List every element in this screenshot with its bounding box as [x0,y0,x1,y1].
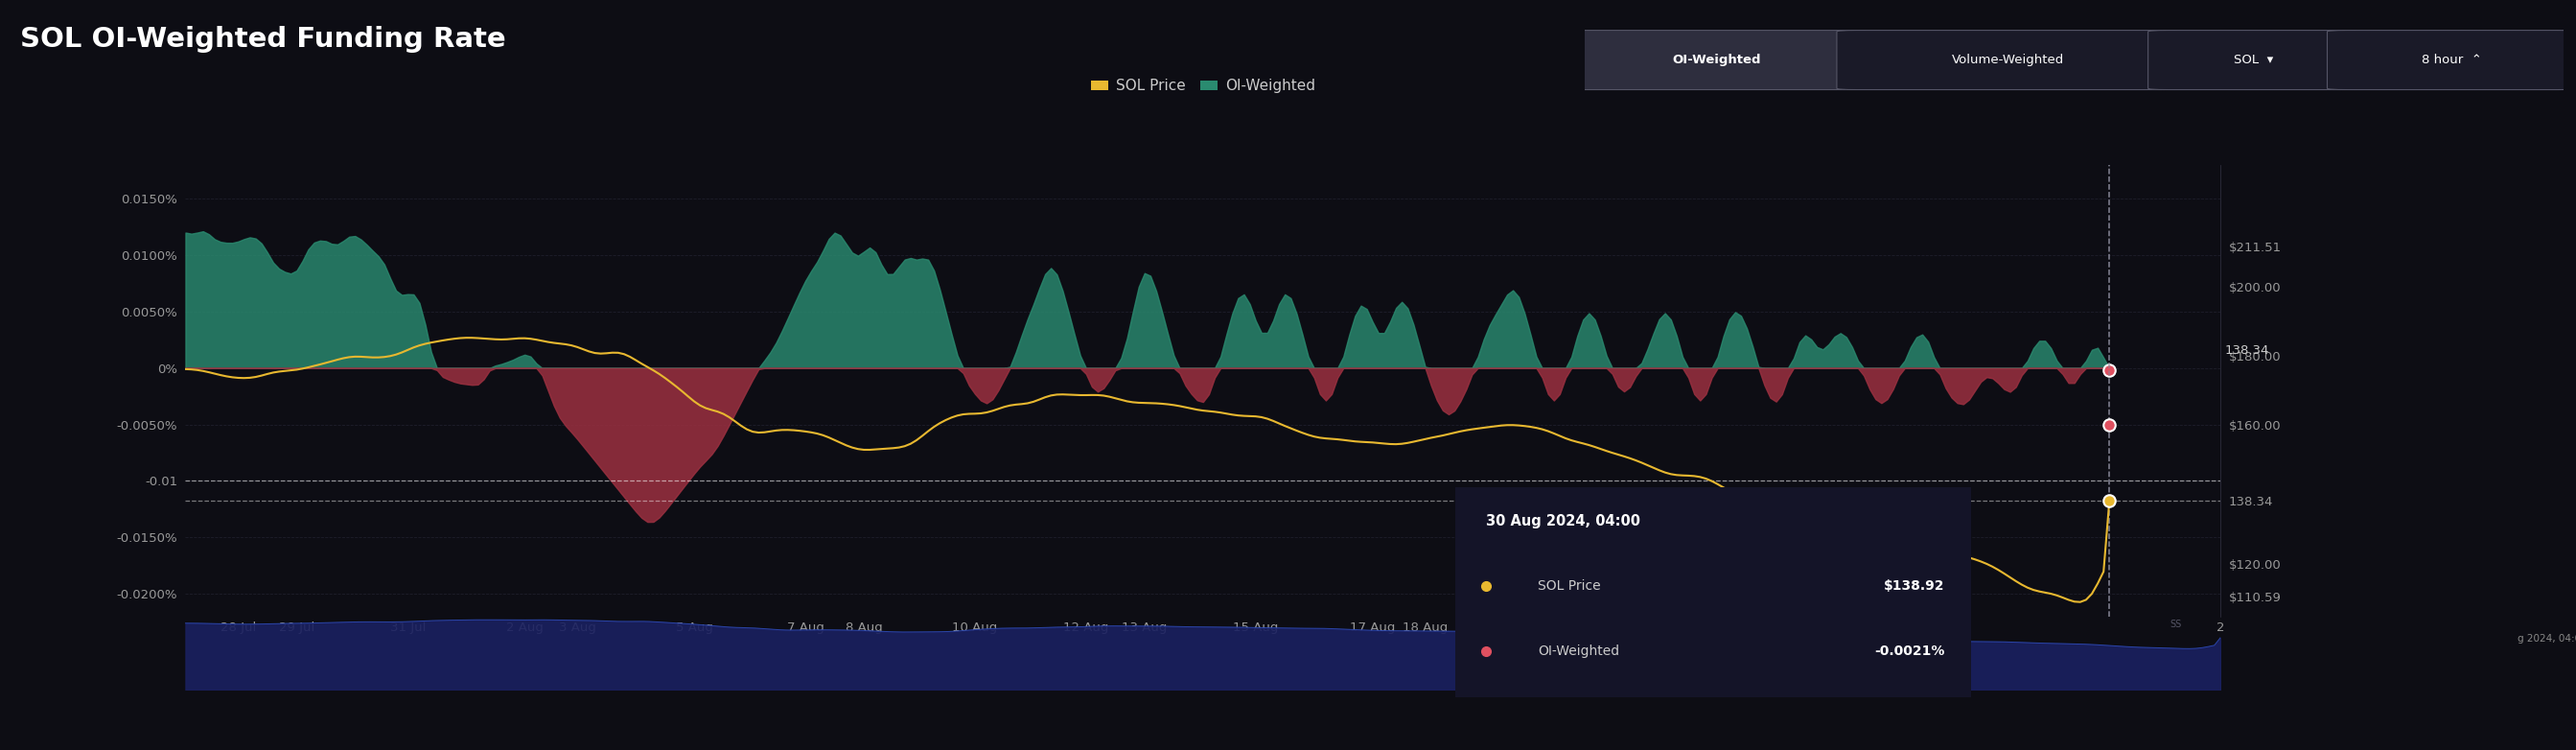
Text: 8 hour  ⌃: 8 hour ⌃ [2421,54,2483,66]
FancyBboxPatch shape [2148,30,2360,90]
FancyBboxPatch shape [2326,30,2576,90]
Text: -0.0021%: -0.0021% [1875,644,1945,658]
Text: OI-Weighted: OI-Weighted [1672,54,1762,66]
Text: $138.92: $138.92 [1883,580,1945,593]
FancyBboxPatch shape [1837,30,2179,90]
Text: SOL Price: SOL Price [1538,580,1600,593]
Text: SOL  ▾: SOL ▾ [2233,54,2272,66]
Text: Volume-Weighted: Volume-Weighted [1953,54,2063,66]
Text: 30 Aug 2024, 04:00: 30 Aug 2024, 04:00 [1486,514,1641,528]
Text: 138.34: 138.34 [2226,344,2269,357]
Text: g 2024, 04:00: g 2024, 04:00 [2517,634,2576,644]
FancyBboxPatch shape [1450,485,1976,700]
Legend: SOL Price, OI-Weighted: SOL Price, OI-Weighted [1084,73,1321,99]
Text: SOL OI-Weighted Funding Rate: SOL OI-Weighted Funding Rate [21,26,507,53]
Text: OI-Weighted: OI-Weighted [1538,644,1620,658]
FancyBboxPatch shape [1564,30,1868,90]
Text: SS: SS [2169,620,2182,629]
